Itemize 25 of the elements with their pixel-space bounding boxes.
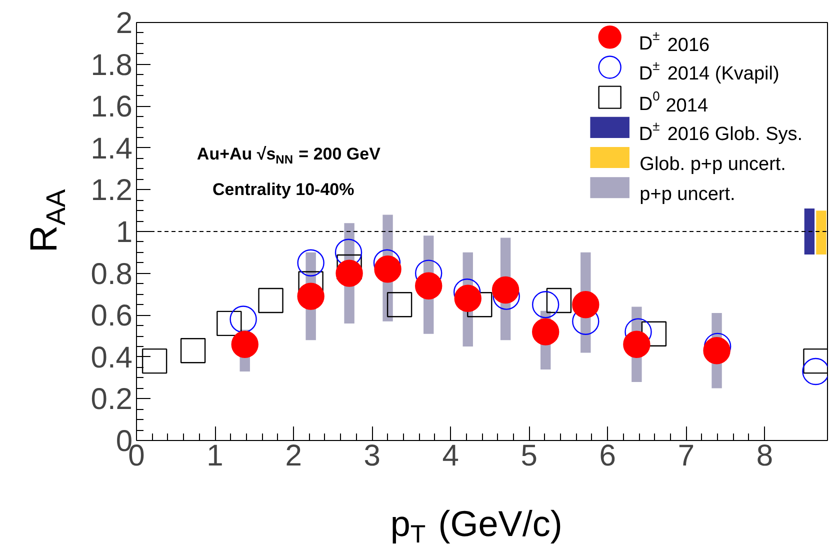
y-axis-title: RAA [24,189,71,253]
y-tick-label: 1.4 [90,132,133,166]
y-tick-label: 2 [116,7,133,40]
y-tick-label: 1 [116,216,133,249]
x-tick-label: 7 [678,440,695,472]
y-tick-label: 0.8 [90,258,133,291]
x-tick-label: 8 [756,440,774,472]
y-tick-label: 1.6 [90,90,133,124]
legend-label: Glob. p+p uncert. [640,154,786,176]
x-tick-label: 2 [285,440,302,472]
x-tick-label: 5 [520,440,538,472]
legend-label: D± 2016 Glob. Sys. [638,118,803,145]
y-tick-label: 0.6 [90,300,133,333]
x-tick-label: 6 [599,440,616,472]
y-tick-label: 1.8 [90,48,133,82]
legend-label: p+p uncert. [640,184,736,206]
y-tick-label: 0.4 [90,341,133,374]
x-tick-label: 3 [364,440,380,472]
x-tick-label: 4 [442,440,459,472]
y-tick-label: 0.2 [90,383,133,416]
y-tick-label: 1.2 [90,174,133,208]
legend-label: D± 2016 [638,28,710,56]
x-tick-label: 1 [206,440,224,472]
legend-label: D± 2014 (Kvapil) [638,58,780,85]
annotation: Centrality 10-40% [212,180,354,200]
